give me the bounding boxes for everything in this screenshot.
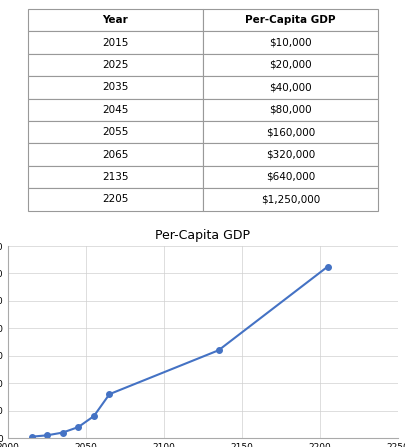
Title: Per-Capita GDP: Per-Capita GDP — [155, 229, 250, 242]
